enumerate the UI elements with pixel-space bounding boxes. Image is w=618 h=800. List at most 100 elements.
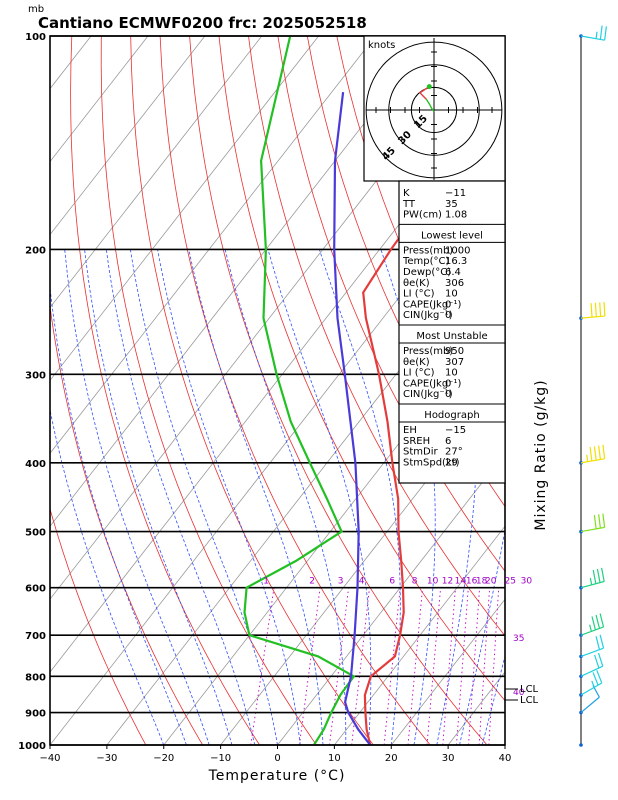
mixing-ratio-line: [456, 587, 469, 745]
moist-adiabat-line: [130, 249, 278, 745]
moist-adiabat-line: [105, 249, 256, 745]
mixing-ratio-line: [407, 587, 424, 745]
index-row-label: TT: [402, 199, 416, 210]
mixing-ratio-line: [488, 587, 500, 745]
wind-barb-shaft: [580, 35, 605, 41]
isotherm-line: [334, 525, 505, 745]
most-unstable-row-label: θe(K): [403, 357, 430, 368]
lowest-level-row-label: Press(mb): [403, 245, 453, 256]
pressure-tick-label: 900: [25, 709, 46, 720]
lowest-level-row-label: CAPE(Jkg⁻¹): [403, 299, 461, 310]
dry-adiabat-line: [306, 36, 505, 508]
wind-barb-flag: [601, 567, 605, 582]
temperature-profile: [362, 90, 505, 745]
temperature-tick-label: 0: [274, 753, 280, 764]
temperature-tick-label: 30: [442, 753, 455, 764]
moist-adiabat-line: [481, 654, 505, 745]
mixing-ratio-label: 6: [389, 577, 395, 587]
wind-barb-half-flag: [586, 454, 589, 462]
moist-adiabat-line: [50, 408, 165, 745]
lowest-level-row-label: θe(K): [403, 278, 430, 289]
wind-barb-half-flag: [591, 680, 595, 688]
wind-barb-half-flag: [595, 31, 598, 39]
mixing-ratio-line: [468, 587, 481, 745]
wind-barb-flag: [604, 26, 607, 41]
wind-barb-flag: [593, 514, 597, 529]
wind-barb-flag: [596, 670, 603, 684]
dry-adiabat-line: [130, 36, 374, 745]
mixing-ratio-label: 30: [521, 577, 533, 587]
most-unstable-row-label: CAPE(Jkg⁻¹): [403, 378, 461, 389]
index-row-label: K: [403, 188, 410, 199]
theta-e-label-40: 40: [513, 688, 525, 698]
hodograph-ring: [388, 64, 480, 156]
hodograph-table-row-value: 27°: [445, 447, 463, 458]
moist-adiabat-line: [84, 249, 233, 745]
dry-adiabat-line: [50, 507, 147, 745]
chart-title: Cantiano ECMWF0200 frc: 2025052518: [38, 14, 367, 32]
moist-adiabat-line: [188, 249, 324, 745]
wind-barb-shaft: [580, 526, 605, 533]
wind-barb-flag: [596, 568, 601, 583]
wind-barb-shaft: [580, 315, 605, 319]
pressure-tick-label: 500: [25, 528, 46, 539]
wind-barb-base: [579, 743, 583, 747]
pressure-tick-label: 1000: [18, 741, 46, 752]
wind-barb-flag: [592, 569, 597, 584]
isotherm-line: [50, 36, 149, 163]
temperature-tick-label: 10: [328, 753, 341, 764]
dry-adiabat-line: [50, 303, 204, 745]
mixing-ratio-label: 4: [359, 577, 365, 587]
lowest-level-row-value: 306: [445, 278, 464, 289]
most-unstable-row-value: 0: [445, 389, 451, 400]
wind-barb-half-flag: [589, 624, 592, 632]
isotherm-line: [50, 36, 263, 309]
hodograph-table-row-value: 29: [445, 457, 458, 468]
isotherm-line: [50, 160, 505, 745]
hodograph-table-row-value: 6: [445, 436, 451, 447]
mixing-ratio-label: 12: [442, 577, 453, 587]
moist-adiabat-line: [64, 249, 210, 745]
lowest-level-row-value: 0: [445, 310, 451, 321]
x-axis-label: Temperature (°C): [208, 768, 346, 784]
index-row-label: PW(cm): [403, 210, 442, 221]
lowest-level-row-label: Temp(°C): [402, 256, 450, 267]
mixing-ratio-label: 1: [263, 577, 269, 587]
lowest-level-row-value: 16.3: [445, 256, 467, 267]
wind-barb-flag: [599, 634, 605, 649]
wind-barb-flag: [590, 303, 593, 318]
mixing-ratio-label: 8: [412, 577, 418, 587]
mixing-ratio-label: 25: [504, 577, 515, 587]
mixing-ratio-line: [510, 588, 519, 745]
wind-barb-shaft: [580, 580, 605, 589]
mixing-ratio-line: [250, 587, 275, 745]
lowest-level-row-value: 0: [445, 299, 451, 310]
most-unstable-row-label: LI (°C): [403, 368, 435, 379]
hodograph-table-row-label: StmDir: [403, 447, 438, 458]
most-unstable-row-label: CIN(Jkg⁻¹): [403, 389, 453, 400]
lowest-level-row-label: LI (°C): [403, 289, 435, 300]
lowest-level-row-label: Dewp(°C): [403, 267, 451, 278]
wind-barb-flag: [591, 616, 597, 631]
lowest-level-row-value: 1000: [445, 245, 470, 256]
dry-adiabat-line: [543, 36, 618, 745]
hodograph-table-row-label: StmSpd(kt): [403, 457, 460, 468]
parcel-profile: [333, 91, 372, 745]
mixing-ratio-line: [383, 587, 401, 745]
most-unstable-row-value: 10: [445, 368, 458, 379]
hodograph-trace-low: [425, 98, 435, 113]
pressure-tick-label: 300: [25, 370, 46, 381]
mixing-ratio-line: [442, 587, 456, 745]
wind-barb-flag: [594, 302, 597, 317]
most-unstable-row-label: Press(mb): [403, 346, 453, 357]
pressure-tick-label: 100: [25, 32, 46, 43]
wind-barb-flag: [603, 302, 606, 317]
wind-barb-flag: [599, 613, 605, 628]
wind-barbs: [579, 25, 607, 747]
lowest-level-row-value: 10: [445, 289, 458, 300]
pressure-tick-label: 800: [25, 672, 46, 683]
storm-motion-marker: [426, 84, 432, 90]
